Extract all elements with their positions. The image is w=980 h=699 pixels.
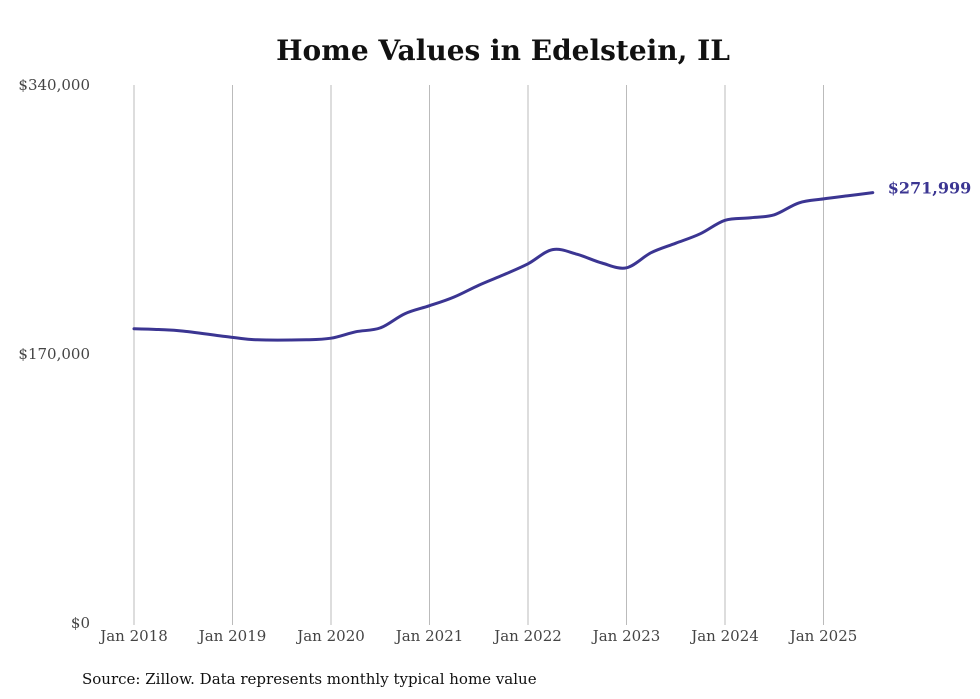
chart-title: Home Values in Edelstein, IL [276,34,730,67]
x-tick-label: Jan 2021 [394,627,464,645]
y-axis-ticks: $0 $170,000 $340,000 [18,76,90,632]
x-axis-ticks: Jan 2018 Jan 2019 Jan 2020 Jan 2021 Jan 2022… [98,627,857,645]
series-line [132,191,875,342]
gridlines [133,85,824,625]
x-tick-label: Jan 2023 [591,627,661,645]
y-tick-label: $340,000 [18,76,90,94]
x-tick-label: Jan 2024 [689,627,759,645]
x-tick-label: Jan 2022 [492,627,562,645]
end-value-label: $271,999 [888,179,972,198]
y-tick-label: $0 [71,614,90,632]
x-tick-label: Jan 2025 [788,627,858,645]
source-note: Source: Zillow. Data represents monthly … [82,670,537,688]
x-tick-label: Jan 2019 [197,627,267,645]
y-tick-label: $170,000 [18,345,90,363]
x-tick-label: Jan 2020 [295,627,365,645]
x-tick-label: Jan 2018 [98,627,168,645]
